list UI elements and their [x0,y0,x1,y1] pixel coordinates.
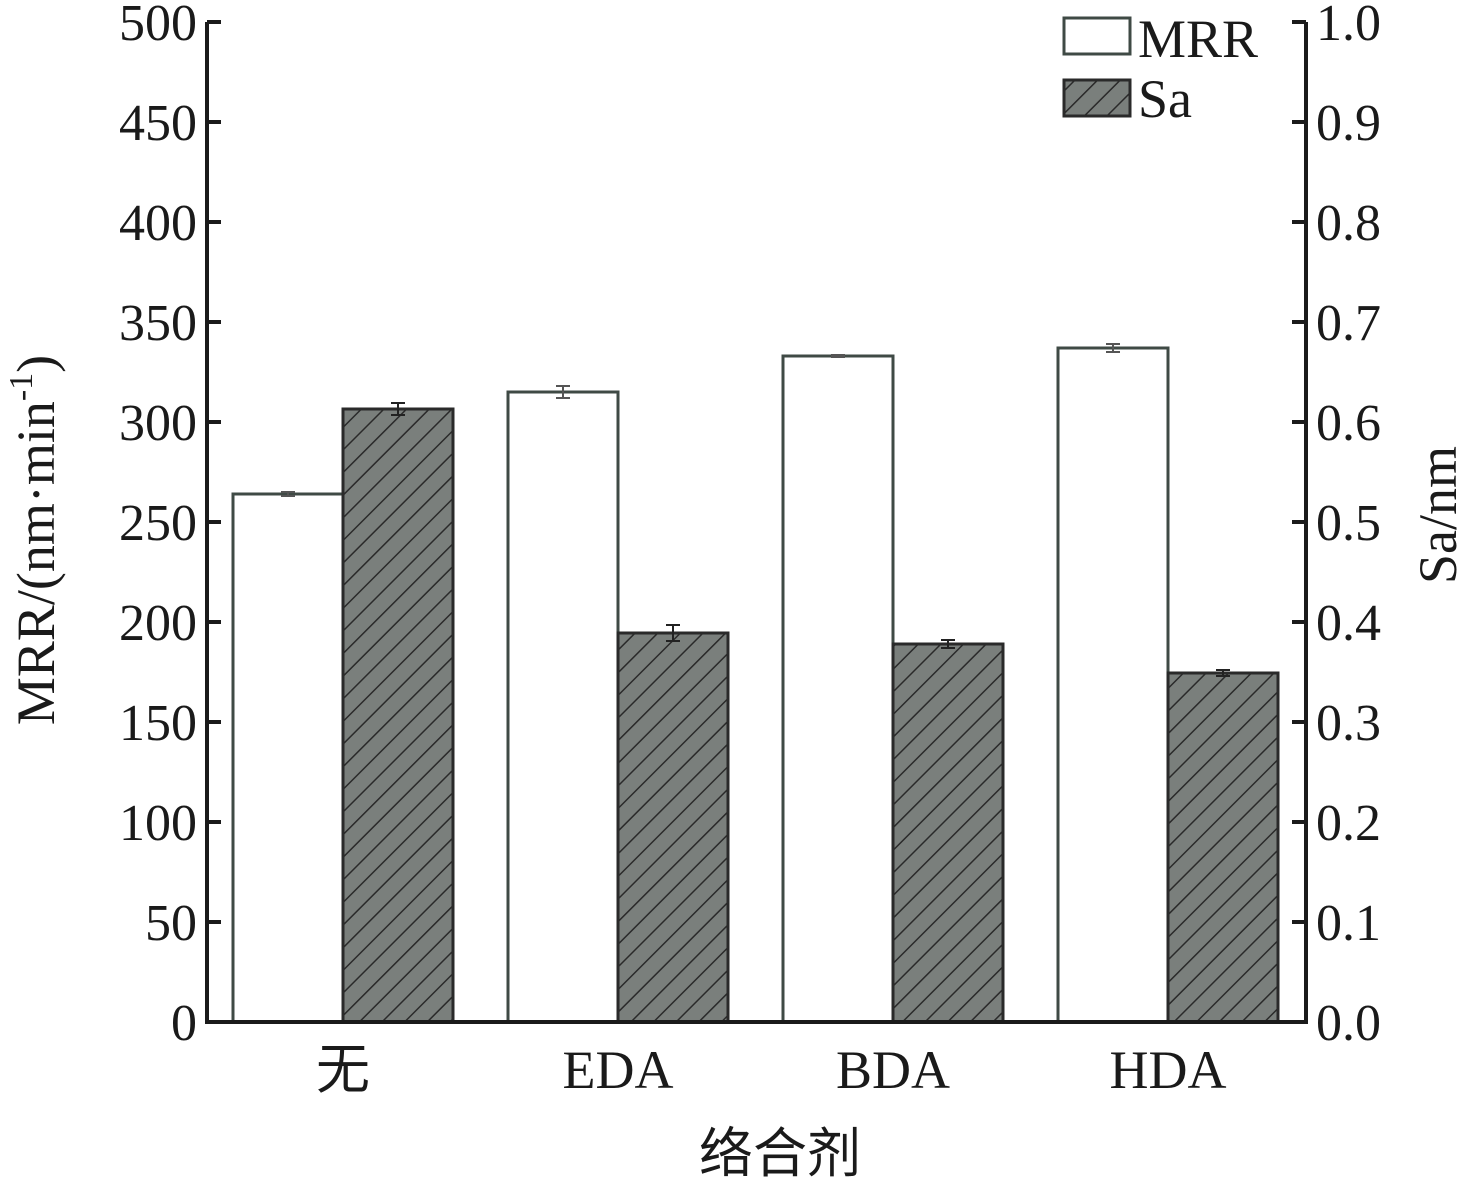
bar-mrr [506,390,620,1024]
bar-mrr [231,492,345,1024]
left-tick-label: 150 [119,695,197,752]
legend-swatch-sa [1062,78,1132,118]
left-tick-label: 350 [119,295,197,352]
bar-mrr [781,354,895,1024]
error-bars-layer [281,343,1230,677]
left-y-axis-title: MRR/(nm·min-1) [3,355,66,725]
right-tick-label: 1.0 [1316,0,1381,52]
left-tick-label: 0 [171,995,197,1052]
right-tick-label: 0.2 [1316,795,1381,852]
left-tick-label: 300 [119,395,197,452]
left-tick-label: 450 [119,95,197,152]
bar-sa [891,642,1005,1024]
x-category-label: 无 [316,1040,370,1100]
x-axis-title: 络合剂 [699,1124,861,1181]
bars-layer [231,346,1280,1024]
legend-label-sa: Sa [1138,69,1192,129]
legend: MRR Sa [1062,9,1258,129]
right-y-ticks: 0.0 0.1 0.2 0.3 0.4 0.5 0.6 0.7 0.8 0.9 1.0 [1292,0,1381,1052]
left-tick-label: 100 [119,795,197,852]
right-tick-label: 0.4 [1316,595,1381,652]
x-category-label: BDA [836,1040,950,1100]
left-tick-label: 500 [119,0,197,52]
right-tick-label: 0.6 [1316,395,1381,452]
bar-mrr [1056,346,1170,1024]
legend-label-mrr: MRR [1138,9,1258,69]
right-y-axis-title: Sa/nm [1408,446,1465,584]
bar-sa [616,631,730,1024]
x-category-label: EDA [563,1040,674,1100]
bar-sa [341,407,455,1024]
right-tick-label: 0.7 [1316,295,1381,352]
x-category-labels: 无 EDA BDA HDA [316,1040,1227,1100]
bar-sa [1166,671,1280,1024]
right-tick-label: 0.5 [1316,495,1381,552]
right-tick-label: 0.0 [1316,995,1381,1052]
left-tick-label: 400 [119,195,197,252]
right-tick-label: 0.8 [1316,195,1381,252]
left-tick-label: 200 [119,595,197,652]
x-category-label: HDA [1110,1040,1227,1100]
legend-swatch-mrr [1062,16,1132,56]
right-tick-label: 0.3 [1316,695,1381,752]
right-tick-label: 0.1 [1316,895,1381,952]
left-tick-label: 250 [119,495,197,552]
right-tick-label: 0.9 [1316,95,1381,152]
left-tick-label: 50 [145,895,197,952]
left-y-ticks: 0 50 100 150 200 250 300 350 400 450 500 [119,0,221,1052]
